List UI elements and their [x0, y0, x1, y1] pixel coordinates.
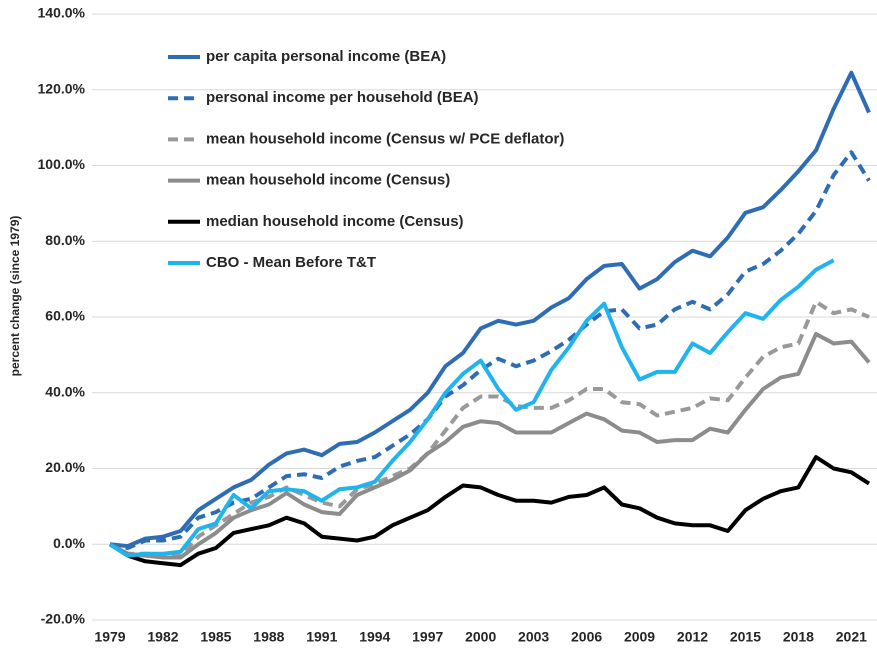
y-tick-label: 40.0%	[45, 383, 85, 399]
x-tick-label: 2006	[571, 629, 602, 645]
y-tick-label: 60.0%	[45, 308, 85, 324]
y-tick-label: 0.0%	[53, 535, 85, 551]
y-axis-title: percent change (since 1979)	[8, 216, 22, 377]
series-line	[109, 150, 871, 550]
y-tick-label: 100.0%	[38, 156, 86, 172]
legend-label: median household income (Census)	[206, 213, 464, 230]
x-tick-label: 2000	[465, 629, 496, 645]
x-tick-label: 2012	[677, 629, 708, 645]
x-tick-label: 1985	[200, 629, 231, 645]
legend-label: CBO - Mean Before T&T	[206, 254, 376, 271]
legend-label: mean household income (Census w/ PCE def…	[206, 130, 564, 147]
y-tick-label: -20.0%	[41, 611, 86, 627]
x-tick-label: 1982	[147, 629, 178, 645]
legend-label: mean household income (Census)	[206, 172, 450, 189]
x-tick-label: 2021	[836, 629, 867, 645]
x-tick-label: 2018	[783, 629, 814, 645]
x-tick-label: 1979	[94, 629, 125, 645]
x-tick-label: 2003	[518, 629, 549, 645]
series-line	[109, 70, 871, 549]
y-tick-label: 20.0%	[45, 459, 85, 475]
series-line	[108, 455, 871, 568]
series-line	[108, 258, 835, 558]
legend-label: personal income per household (BEA)	[206, 89, 479, 106]
x-tick-label: 1991	[306, 629, 337, 645]
legend-label: per capita personal income (BEA)	[206, 48, 446, 65]
y-tick-label: 140.0%	[38, 5, 86, 21]
x-tick-label: 1988	[253, 629, 284, 645]
series-line	[109, 299, 870, 558]
x-tick-label: 1994	[359, 629, 390, 645]
y-tick-label: 120.0%	[38, 80, 86, 96]
x-tick-label: 2009	[624, 629, 655, 645]
series-line	[109, 332, 871, 560]
y-tick-label: 80.0%	[45, 232, 85, 248]
x-tick-label: 1997	[412, 629, 443, 645]
x-tick-label: 2015	[730, 629, 761, 645]
